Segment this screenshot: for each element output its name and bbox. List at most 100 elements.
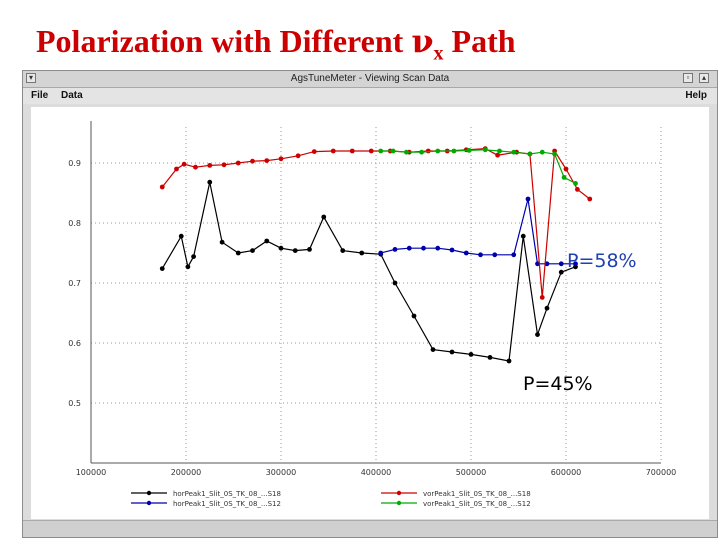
annotation-p58: P=58% [567, 250, 637, 272]
legend-marker [396, 500, 402, 506]
window-menu-icon[interactable]: ▾ [26, 73, 36, 83]
data-point [558, 269, 564, 275]
data-point [295, 153, 301, 159]
window-title: AgsTuneMeter - Viewing Scan Data [290, 73, 450, 84]
legend-marker [146, 500, 152, 506]
data-point [321, 214, 327, 220]
data-point [544, 261, 550, 267]
data-point [390, 148, 396, 154]
data-point [292, 248, 298, 254]
nu-symbol: ν [411, 22, 434, 60]
data-point [587, 196, 593, 202]
data-point [307, 247, 312, 252]
x-tick-label: 400000 [361, 468, 392, 477]
scan-chart: 0.5 0.6 0.7 0.8 0.9 100000 200000 300000 400000 5… [68, 121, 677, 508]
data-point [487, 355, 493, 360]
x-tick-label: 100000 [76, 468, 107, 477]
data-point [561, 175, 567, 180]
data-point [535, 332, 540, 337]
minimize-icon[interactable]: ▫ [683, 73, 693, 83]
data-point [552, 151, 557, 157]
maximize-icon[interactable]: ▴ [699, 73, 709, 83]
data-point [378, 148, 384, 154]
data-point [478, 252, 483, 258]
data-point [250, 248, 255, 254]
data-point [349, 148, 355, 154]
data-point [539, 295, 545, 300]
status-bar [23, 520, 717, 537]
data-point [511, 252, 517, 258]
data-point [449, 349, 455, 355]
legend-marker [146, 490, 152, 496]
x-tick-label: 200000 [171, 468, 202, 477]
series-line [161, 182, 576, 362]
data-point [311, 149, 317, 154]
y-tick-label: 0.9 [68, 159, 81, 168]
app-window: ▾ AgsTuneMeter - Viewing Scan Data ▫ ▴ F… [22, 70, 718, 538]
x-tick-label: 300000 [266, 468, 297, 477]
data-point [392, 280, 398, 286]
slide-title-suffix: Path [443, 23, 516, 59]
y-tick-label: 0.5 [68, 399, 81, 408]
data-point [492, 252, 498, 258]
data-point [219, 239, 225, 245]
data-point [563, 166, 569, 172]
menu-help[interactable]: Help [685, 90, 707, 101]
slide-title-prefix: Polarization with Different [36, 23, 412, 59]
data-point [466, 148, 472, 153]
data-point [221, 162, 227, 168]
plot-area: 0.5 0.6 0.7 0.8 0.9 100000 200000 300000 400000 5… [31, 107, 709, 519]
data-point [185, 264, 191, 270]
y-tick-label: 0.8 [68, 219, 81, 228]
x-tick-label: 700000 [646, 468, 677, 477]
y-tick-label: 0.6 [68, 339, 81, 348]
menu-file[interactable]: File [31, 90, 49, 101]
data-point [575, 187, 580, 192]
data-point [264, 158, 270, 163]
data-point [463, 250, 469, 256]
menu-bar: File Data Help [23, 88, 717, 104]
menu-data[interactable]: Data [61, 90, 83, 101]
data-point [511, 149, 517, 155]
legend-label: horPeak1_Slit_0S_TK_08_...S12 [173, 500, 281, 508]
data-point [430, 347, 436, 352]
data-point [482, 147, 488, 153]
legend-marker [396, 490, 402, 496]
data-point [378, 250, 384, 256]
data-point [191, 254, 197, 259]
data-point [359, 250, 365, 256]
data-point [178, 233, 184, 239]
data-point [406, 245, 412, 251]
legend-label: horPeak1_Slit_0S_TK_08_...S18 [173, 490, 281, 498]
window-titlebar[interactable]: ▾ AgsTuneMeter - Viewing Scan Data ▫ ▴ [23, 71, 717, 88]
data-point [539, 149, 545, 155]
x-tick-label: 600000 [551, 468, 582, 477]
data-point [404, 149, 409, 155]
y-tick-label: 0.7 [68, 279, 81, 288]
data-point [421, 245, 426, 251]
data-point [235, 250, 241, 256]
slide-title: Polarization with Different νx Path [36, 22, 516, 65]
data-point [159, 184, 165, 190]
data-point [497, 148, 502, 154]
data-point [544, 305, 550, 311]
data-point [207, 179, 213, 185]
annotation-p45: P=45% [523, 373, 593, 395]
data-point [159, 266, 165, 271]
data-point [278, 245, 284, 251]
data-point [449, 247, 455, 253]
series-line [380, 149, 576, 184]
data-point [392, 247, 398, 252]
data-point [527, 151, 533, 157]
data-point [264, 238, 270, 244]
data-point [411, 313, 417, 319]
data-point [330, 148, 336, 154]
data-point [520, 233, 526, 239]
legend-label: vorPeak1_Slit_0S_TK_08_...S12 [423, 500, 531, 508]
data-point [278, 156, 284, 162]
nu-subscript: x [433, 42, 444, 65]
data-point [573, 181, 578, 186]
data-point [193, 164, 198, 170]
data-point [451, 148, 457, 154]
legend-label: vorPeak1_Slit_0S_TK_08_...S18 [423, 490, 531, 498]
